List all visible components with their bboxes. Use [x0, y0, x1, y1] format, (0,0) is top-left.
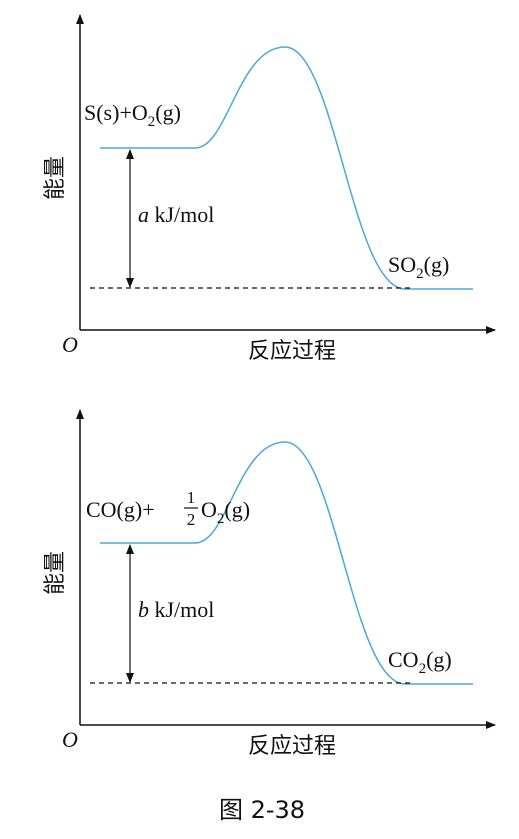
- formula: (g): [426, 647, 452, 672]
- energy-symbol: a: [138, 202, 149, 227]
- x-axis-label: 反应过程: [248, 734, 336, 759]
- formula: S(s)+O: [84, 100, 148, 125]
- subscript: 2: [217, 511, 225, 527]
- fraction-numerator: 1: [187, 488, 196, 507]
- reactants-label: S(s)+O2(g): [84, 100, 181, 130]
- fraction-denominator: 2: [187, 510, 196, 529]
- x-axis-label: 反应过程: [248, 339, 336, 364]
- y-axis-label: 能量: [43, 551, 68, 595]
- energy-symbol: b: [138, 597, 149, 622]
- subscript: 2: [416, 266, 424, 282]
- energy-change-label: a kJ/mol: [138, 202, 214, 227]
- products-label: CO2(g): [388, 647, 452, 677]
- energy-change-label: b kJ/mol: [138, 597, 214, 622]
- formula: SO: [388, 252, 416, 277]
- formula: (g): [224, 497, 250, 522]
- reactants-label: O2(g): [201, 497, 250, 527]
- reactants-label: CO(g)+: [86, 497, 155, 522]
- products-label: SO2(g): [388, 252, 449, 282]
- caption: 图 2-38: [219, 796, 305, 824]
- subscript: 2: [148, 114, 156, 130]
- y-axis-label: 能量: [43, 156, 68, 200]
- energy-curve: [100, 441, 473, 685]
- energy-unit: kJ/mol: [149, 597, 214, 622]
- origin-label: O: [62, 332, 78, 357]
- subscript: 2: [419, 661, 427, 677]
- energy-curve: [100, 46, 473, 290]
- formula: CO: [388, 647, 419, 672]
- energy-unit: kJ/mol: [149, 202, 214, 227]
- formula: (g): [155, 100, 181, 125]
- formula: (g): [424, 252, 450, 277]
- formula: O: [201, 497, 217, 522]
- origin-label: O: [62, 727, 78, 752]
